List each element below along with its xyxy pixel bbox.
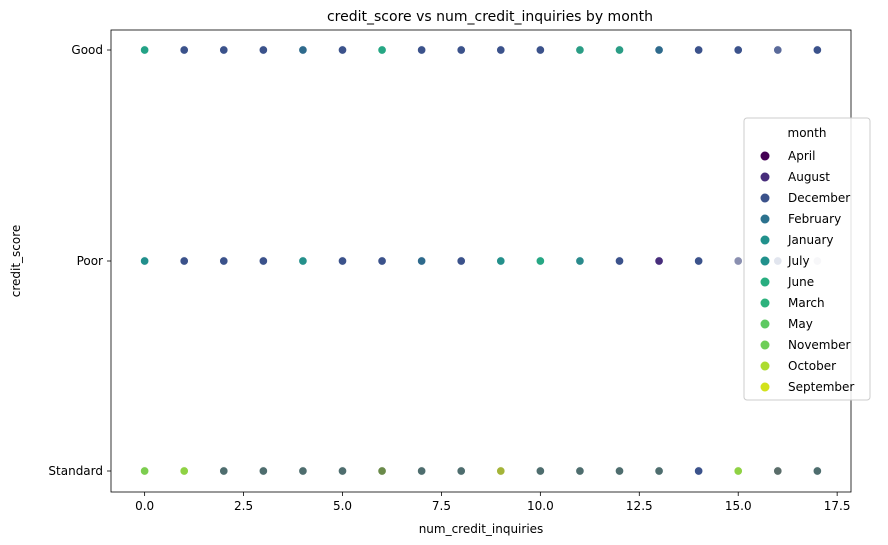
legend-entry-label: July [787, 254, 810, 268]
data-point [337, 45, 348, 55]
x-tick-label: 15.0 [725, 499, 752, 513]
legend-entry-label: October [788, 359, 836, 373]
x-tick-label: 10.0 [527, 499, 554, 513]
data-point [219, 466, 229, 476]
data-point [733, 466, 743, 476]
data-point [456, 45, 466, 55]
data-point [298, 466, 308, 476]
data-point [140, 45, 150, 55]
data-point [298, 45, 308, 55]
legend-entry-label: September [788, 380, 854, 394]
data-point [812, 466, 822, 476]
legend: month April August December February January… [743, 117, 871, 401]
y-axis: Good Poor Standard [48, 43, 111, 478]
data-point [496, 45, 506, 55]
legend-marker [760, 235, 770, 245]
legend-marker [760, 277, 770, 287]
data-point [694, 45, 704, 55]
legend-marker [760, 361, 770, 371]
data-point [258, 45, 268, 55]
data-point [179, 256, 189, 266]
data-point [812, 45, 822, 55]
data-points [140, 45, 822, 476]
data-point [654, 466, 664, 476]
data-point [733, 45, 743, 55]
x-tick-label: 12.5 [626, 499, 653, 513]
x-axis: 0.0 2.5 5.0 7.5 10.0 12.5 15.0 17.5 [135, 492, 851, 513]
legend-title: month [788, 126, 827, 140]
legend-entry-label: February [788, 212, 841, 226]
data-point [773, 466, 783, 476]
data-point [258, 466, 268, 476]
data-point [179, 45, 189, 55]
x-tick-label: 2.5 [234, 499, 253, 513]
legend-marker [760, 382, 770, 392]
data-point [654, 256, 664, 266]
legend-entry-label: May [788, 317, 813, 331]
legend-entry-label: November [788, 338, 850, 352]
legend-marker [760, 256, 770, 266]
data-point [298, 256, 308, 266]
data-point [496, 466, 506, 476]
data-point [377, 256, 387, 266]
data-point [140, 466, 150, 476]
data-point [219, 45, 229, 55]
y-axis-label: credit_score [9, 225, 23, 298]
data-point [694, 466, 704, 476]
legend-marker [760, 340, 770, 350]
data-point [179, 466, 189, 476]
legend-entry-label: June [787, 275, 814, 289]
data-point [535, 45, 545, 55]
data-point [654, 45, 664, 55]
data-point [337, 466, 348, 476]
data-point [575, 45, 585, 55]
data-point [456, 466, 466, 476]
legend-entry-label: August [788, 170, 830, 184]
data-point [575, 256, 585, 266]
data-point [140, 256, 150, 266]
data-point [575, 466, 585, 476]
legend-entry-label: March [788, 296, 825, 310]
data-point [773, 45, 783, 55]
legend-entry-label: January [787, 233, 834, 247]
legend-marker [760, 319, 770, 329]
data-point [614, 466, 625, 476]
data-point [377, 45, 387, 55]
data-point [456, 256, 466, 266]
y-tick-label: Good [71, 43, 103, 57]
data-point [535, 256, 545, 266]
x-tick-label: 17.5 [824, 499, 851, 513]
data-point [733, 256, 743, 266]
data-point [417, 45, 427, 55]
x-tick-label: 5.0 [333, 499, 352, 513]
legend-marker [760, 214, 770, 224]
data-point [219, 256, 229, 266]
data-point [535, 466, 545, 476]
x-tick-label: 7.5 [432, 499, 451, 513]
legend-box [743, 117, 871, 401]
data-point [496, 256, 506, 266]
data-point [614, 256, 625, 266]
legend-marker [760, 193, 770, 203]
chart-title: credit_score vs num_credit_inquiries by … [327, 9, 653, 25]
y-tick-label: Poor [77, 254, 103, 268]
data-point [614, 45, 625, 55]
data-point [417, 256, 427, 266]
data-point [337, 256, 348, 266]
legend-entry-label: April [788, 149, 815, 163]
data-point [377, 466, 387, 476]
data-point [258, 256, 268, 266]
legend-entries: April August December February January July Ju… [760, 149, 854, 394]
legend-marker [760, 172, 770, 182]
x-axis-label: num_credit_inquiries [419, 522, 544, 536]
legend-entry-label: December [788, 191, 850, 205]
y-tick-label: Standard [48, 464, 103, 478]
legend-marker [760, 151, 770, 161]
x-tick-label: 0.0 [135, 499, 154, 513]
data-point [417, 466, 427, 476]
data-point [694, 256, 704, 266]
legend-marker [760, 298, 770, 308]
